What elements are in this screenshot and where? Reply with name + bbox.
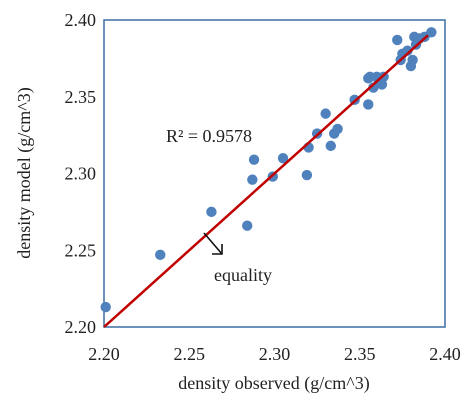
- data-point: [392, 34, 403, 46]
- equality-arrow: [203, 232, 223, 255]
- x-tick-label: 2.40: [429, 344, 461, 364]
- x-axis-ticks: 2.20 2.25 2.30 2.35 2.40: [88, 344, 461, 364]
- data-point: [247, 174, 258, 185]
- data-point: [100, 301, 111, 313]
- data-point: [301, 169, 313, 181]
- y-tick-label: 2.40: [65, 10, 97, 30]
- y-axis-title: density model (g/cm^3): [14, 87, 35, 258]
- y-tick-label: 2.35: [65, 87, 97, 107]
- y-axis-ticks: 2.20 2.25 2.30 2.35 2.40: [65, 10, 97, 337]
- data-point: [277, 152, 289, 164]
- data-point: [368, 82, 379, 93]
- x-tick-label: 2.35: [344, 344, 376, 364]
- equality-label: equality: [214, 265, 272, 285]
- x-tick-label: 2.25: [174, 344, 206, 364]
- y-tick-label: 2.20: [65, 317, 97, 337]
- x-tick-label: 2.30: [259, 344, 291, 364]
- r-squared-annotation: R² = 0.9578: [166, 126, 252, 146]
- equality-line: [103, 34, 429, 328]
- data-point: [363, 99, 374, 110]
- data-point: [332, 123, 343, 135]
- data-point: [402, 45, 413, 56]
- data-point: [320, 108, 331, 119]
- data-point: [426, 27, 437, 38]
- y-tick-label: 2.30: [65, 164, 97, 184]
- x-tick-label: 2.20: [88, 344, 120, 364]
- data-point: [206, 206, 217, 218]
- data-point: [407, 54, 418, 66]
- data-point: [325, 140, 336, 152]
- data-point: [242, 220, 253, 231]
- data-point: [155, 249, 166, 261]
- data-point: [248, 154, 260, 165]
- y-tick-label: 2.25: [65, 240, 97, 260]
- x-axis-title: density observed (g/cm^3): [178, 373, 369, 394]
